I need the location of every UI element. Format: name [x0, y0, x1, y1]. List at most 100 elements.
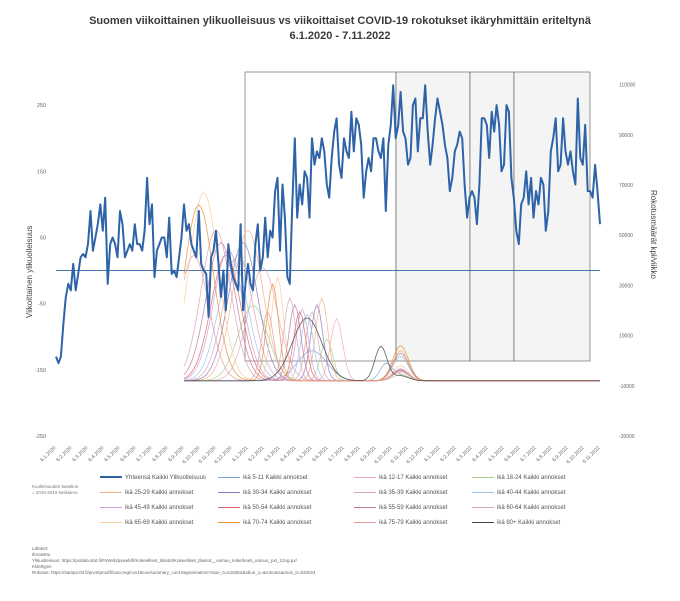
- x-tick-label: 6.12.2020: [213, 445, 233, 465]
- y-axis-label-left: Viikoittainen ylikuolleisuus: [25, 225, 34, 318]
- y-axis-label-right: Rokotusmäärät kpl/viikko: [649, 190, 658, 279]
- legend-swatch: [218, 506, 240, 508]
- left-axis-ticks: 250 150 50 -50 -150 -250: [35, 103, 46, 440]
- legend-swatch: [100, 506, 122, 508]
- legend-swatch: [354, 521, 376, 523]
- legend-item: ikä 70-74 Kaikki annokset: [218, 520, 311, 526]
- legend-item: ikä 50-54 Kaikki annokset: [218, 505, 311, 511]
- legend-swatch: [218, 521, 240, 523]
- x-tick-label: 6.3.2020: [71, 445, 89, 463]
- right-tick-label: 30000: [619, 283, 633, 289]
- legend-label: ikä 65-69 Kaikki annokset: [125, 520, 194, 526]
- legend-item: ikä 75-79 Kaikki annokset: [354, 520, 447, 526]
- chart-title-line2: 6.1.2020 - 7.11.2022: [289, 30, 391, 42]
- period-box-0: [244, 71, 397, 362]
- legend-swatch: [218, 491, 240, 493]
- source-line1b: Kiitettyjen: [32, 564, 52, 569]
- legend-swatch: [354, 491, 376, 493]
- right-axis-ticks: 110000 90000 70000 50000 30000 10000 -10000 -30…: [619, 83, 636, 440]
- legend-swatch: [100, 491, 122, 493]
- x-tick-label: 6.3.2022: [455, 445, 473, 463]
- x-tick-label: 6.11.2022: [582, 445, 602, 465]
- source-line2: Rokotus: https://sampo.thl.fi/pivot/prod…: [32, 570, 316, 575]
- x-tick-label: 6.5.2021: [295, 445, 313, 463]
- right-tick-label: 110000: [619, 83, 636, 89]
- legend-label: ikä 55-59 Kaikki annokset: [379, 505, 448, 511]
- legend-item: ikä 25-29 Kaikki annokset: [100, 490, 193, 496]
- legend-label: ikä 70-74 Kaikki annokset: [243, 520, 312, 526]
- legend-label: ikä 60-64 Kaikki annokset: [497, 505, 566, 511]
- legend-label: ikä 50-54 Kaikki annokset: [243, 505, 312, 511]
- left-tick-label: 150: [37, 169, 46, 175]
- legend-label: ikä 75-79 Kaikki annokset: [379, 520, 448, 526]
- legend-item: ikä 60-64 Kaikki annokset: [472, 505, 565, 511]
- legend-label: ikä 5-11 Kaikki annokset: [243, 475, 308, 481]
- legend-label: Yhteensä Kaikki Ylikuolleisuus: [125, 475, 206, 481]
- right-tick-label: -10000: [619, 384, 635, 390]
- chart-title-line1: Suomen viikoittainen ylikuolleisuus vs v…: [89, 15, 591, 27]
- excess-mortality-line: [55, 84, 601, 365]
- right-tick-label: 70000: [619, 183, 633, 189]
- legend-item: ikä 65-69 Kaikki annokset: [100, 520, 193, 526]
- legend-item: ikä 5-11 Kaikki annokset: [218, 475, 308, 481]
- legend-swatch: [354, 506, 376, 508]
- legend-label: ikä 12-17 Kaikki annokset: [379, 475, 448, 481]
- x-tick-label: 6.1.2020: [39, 445, 57, 463]
- x-tick-label: 6.7.2022: [519, 445, 537, 463]
- source-notes: Lähteet: Ilmoitettu Ylikuolleisuus: http…: [32, 546, 316, 576]
- left-tick-label: -50: [38, 302, 46, 308]
- right-tick-label: 10000: [619, 334, 633, 340]
- source-sub: Ilmoitettu: [32, 552, 51, 557]
- x-tick-label: 6.7.2020: [135, 445, 153, 463]
- x-tick-label: 6.4.2022: [471, 445, 489, 463]
- right-tick-label: 50000: [619, 233, 633, 239]
- left-tick-label: -150: [35, 368, 46, 374]
- period-box-1: [395, 71, 471, 362]
- legend-swatch: [218, 476, 240, 478]
- baseline-note-line1: Kuolleisuuden baseline: [32, 484, 79, 489]
- legend-item: ikä 55-59 Kaikki annokset: [354, 505, 447, 511]
- x-tick-label: 6.2.2020: [55, 445, 73, 463]
- x-tick-label: 6.4.2020: [87, 445, 105, 463]
- baseline-note-line2: = 2015-2019 keskiarvo: [32, 490, 78, 495]
- legend-label: ikä 30-34 Kaikki annokset: [243, 490, 312, 496]
- source-line1: Ylikuolleisuus: https://pxdata.stat.fi/P…: [32, 558, 297, 563]
- legend-item: ikä 18-24 Kaikki annokset: [472, 475, 565, 481]
- legend-item: ikä 12-17 Kaikki annokset: [354, 475, 447, 481]
- x-tick-label: 6.6.2021: [311, 445, 329, 463]
- x-tick-label: 6.1.2021: [231, 445, 249, 463]
- x-tick-label: 6.2.2022: [439, 445, 457, 463]
- x-tick-label: 6.8.2020: [151, 445, 169, 463]
- legend-item: ikä 80+ Kaikki annokset: [472, 520, 560, 526]
- excess-mortality-series-line: [55, 84, 601, 365]
- vaccination-series-line: [184, 317, 600, 382]
- legend-item: ikä 30-34 Kaikki annokset: [218, 490, 311, 496]
- legend-swatch: [472, 521, 494, 523]
- legend-swatch: [354, 476, 376, 478]
- legend-item: Yhteensä Kaikki Ylikuolleisuus: [100, 475, 206, 481]
- right-tick-label: -30000: [619, 434, 635, 440]
- chart-title: Suomen viikoittainen ylikuolleisuus vs v…: [0, 14, 680, 44]
- x-tick-label: 6.8.2021: [343, 445, 361, 463]
- left-tick-label: 50: [40, 235, 46, 241]
- x-tick-label: 6.5.2020: [103, 445, 121, 463]
- legend-label: ikä 40-44 Kaikki annokset: [497, 490, 566, 496]
- legend-swatch: [472, 506, 494, 508]
- x-tick-label: 6.1.2022: [423, 445, 441, 463]
- x-tick-label: 6.4.2021: [279, 445, 297, 463]
- source-header: Lähteet:: [32, 546, 49, 551]
- legend-item: ikä 45-49 Kaikki annokset: [100, 505, 193, 511]
- legend-label: ikä 45-49 Kaikki annokset: [125, 505, 194, 511]
- legend-item: ikä 35-39 Kaikki annokset: [354, 490, 447, 496]
- legend-label: ikä 80+ Kaikki annokset: [497, 520, 561, 526]
- x-tick-label: 6.2.2021: [247, 445, 265, 463]
- legend-label: ikä 18-24 Kaikki annokset: [497, 475, 566, 481]
- legend-swatch: [100, 476, 122, 479]
- baseline-note: Kuolleisuuden baseline = 2015-2019 keski…: [32, 484, 78, 496]
- x-tick-label: 6.6.2022: [503, 445, 521, 463]
- x-axis-ticks: 6.1.20206.2.20206.3.20206.4.20206.5.2020…: [39, 445, 601, 465]
- x-tick-label: 6.6.2020: [119, 445, 137, 463]
- x-tick-label: 6.7.2021: [327, 445, 345, 463]
- x-tick-label: 6.3.2021: [263, 445, 281, 463]
